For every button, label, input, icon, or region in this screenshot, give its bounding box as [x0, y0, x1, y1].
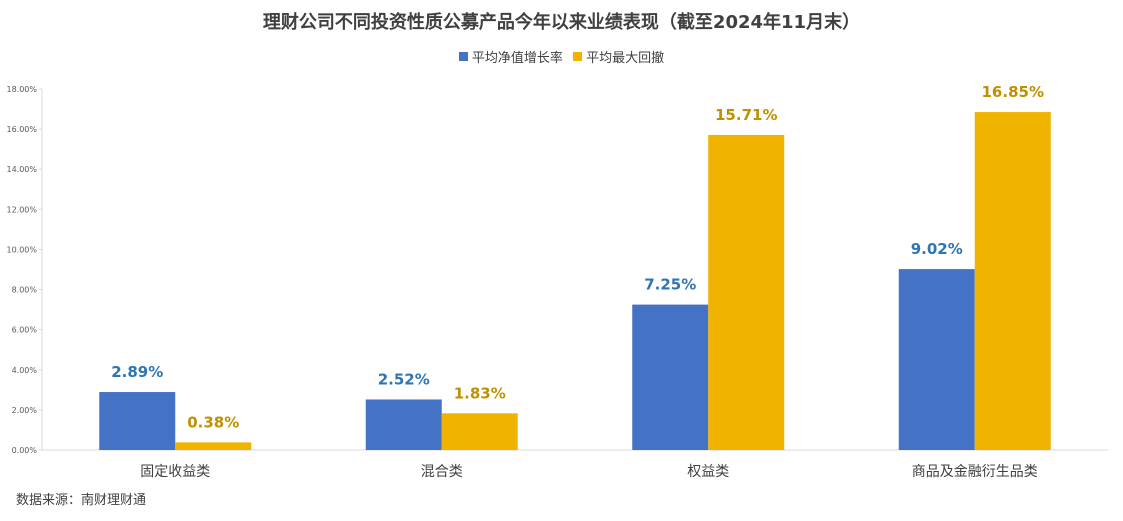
y-tick-label: 4.00% — [12, 366, 38, 375]
y-tick-label: 10.00% — [6, 245, 37, 254]
x-tick-label: 固定收益类 — [140, 464, 210, 480]
legend-item-growth: 平均净值增长率 — [458, 47, 563, 66]
data-label-drawdown: 16.85% — [982, 83, 1044, 101]
legend-item-drawdown: 平均最大回撤 — [573, 47, 664, 66]
legend-swatch-growth — [458, 52, 468, 61]
source-note: 数据来源：南财理财通 — [16, 493, 147, 508]
data-label-drawdown: 0.38% — [187, 413, 239, 431]
data-label-drawdown: 1.83% — [454, 384, 506, 402]
y-tick-label: 0.00% — [12, 446, 38, 455]
bar-drawdown — [175, 442, 252, 450]
bar-growth — [632, 304, 709, 450]
legend: 平均净值增长率 平均最大回撤 — [0, 47, 1123, 66]
y-tick-label: 12.00% — [6, 205, 37, 214]
y-tick-label: 18.00% — [6, 85, 37, 94]
x-tick-label: 权益类 — [687, 464, 729, 480]
legend-label-drawdown: 平均最大回撤 — [586, 51, 665, 66]
bar-growth — [898, 269, 975, 450]
y-tick-label: 2.00% — [12, 406, 38, 415]
y-tick-label: 8.00% — [12, 286, 38, 295]
data-label-growth: 9.02% — [911, 240, 963, 258]
x-tick-label: 混合类 — [421, 464, 463, 480]
data-label-growth: 2.89% — [111, 363, 163, 381]
y-tick-label: 16.00% — [6, 125, 37, 134]
y-tick-label: 6.00% — [12, 326, 38, 335]
legend-swatch-drawdown — [573, 52, 583, 61]
bar-growth — [99, 392, 176, 450]
bar-drawdown — [974, 112, 1051, 450]
bar-growth — [365, 399, 442, 450]
bar-drawdown — [441, 413, 518, 450]
data-label-growth: 2.52% — [378, 370, 430, 388]
y-tick-label: 14.00% — [6, 165, 37, 174]
legend-label-growth: 平均净值增长率 — [471, 51, 563, 66]
chart-title: 理财公司不同投资性质公募产品今年以来业绩表现（截至2024年11月末） — [262, 12, 861, 33]
data-label-drawdown: 15.71% — [715, 106, 777, 124]
bar-drawdown — [708, 134, 785, 450]
x-tick-label: 商品及金融衍生品类 — [912, 464, 1038, 480]
data-label-growth: 7.25% — [644, 276, 696, 294]
